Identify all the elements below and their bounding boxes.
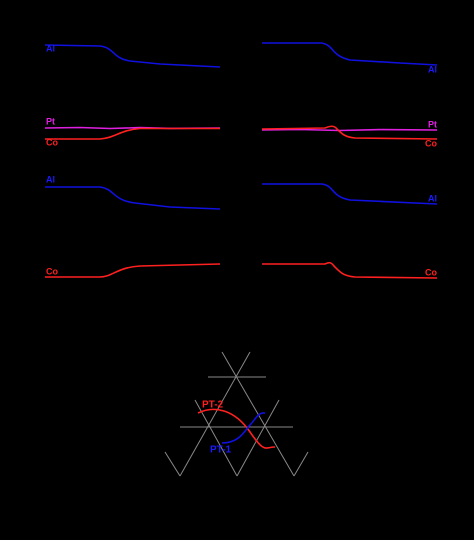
pt-1-curve <box>221 412 266 444</box>
element-label: Pt <box>428 119 437 129</box>
element-label: Al <box>46 174 55 184</box>
co-profile <box>261 125 438 140</box>
element-label: Co <box>425 267 437 277</box>
element-label: Al <box>46 43 55 53</box>
element-label: Co <box>425 138 437 148</box>
element-label: Co <box>46 266 58 276</box>
al-profile <box>44 44 221 68</box>
co-profile <box>262 261 438 279</box>
lattice <box>164 351 309 477</box>
element-label: Al <box>428 64 437 74</box>
al-profile <box>262 42 438 66</box>
curve-label: PT-2 <box>202 400 224 411</box>
pt-2-curve <box>197 408 276 449</box>
pt-profile <box>261 128 438 132</box>
al-profile <box>45 186 221 210</box>
curve-label: PT-1 <box>210 445 232 456</box>
co-profile <box>45 263 221 278</box>
element-label: Pt <box>46 116 55 126</box>
element-label: Co <box>46 137 58 147</box>
al-profile <box>262 183 438 205</box>
element-label: Al <box>428 193 437 203</box>
co-profile <box>45 127 220 140</box>
